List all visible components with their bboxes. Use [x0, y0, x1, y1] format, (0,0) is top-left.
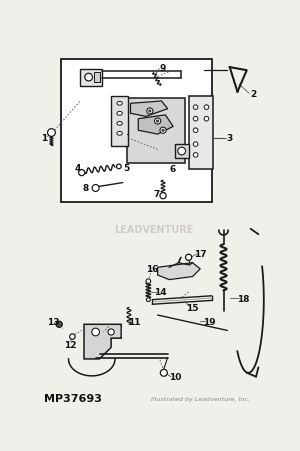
Text: 18: 18	[237, 294, 249, 303]
Circle shape	[48, 129, 55, 137]
Polygon shape	[130, 102, 168, 117]
Circle shape	[193, 143, 198, 147]
Text: 7: 7	[153, 189, 159, 198]
Polygon shape	[138, 115, 173, 135]
Circle shape	[204, 117, 209, 122]
Bar	[80, 69, 102, 87]
Text: 13: 13	[47, 317, 59, 326]
Text: 10: 10	[169, 373, 182, 381]
Text: 17: 17	[194, 249, 207, 258]
Text: 9: 9	[160, 64, 166, 73]
Circle shape	[147, 109, 153, 115]
Text: 3: 3	[226, 134, 233, 143]
Text: 1: 1	[40, 134, 47, 143]
Circle shape	[92, 185, 99, 192]
Circle shape	[108, 329, 114, 335]
Text: 8: 8	[82, 184, 89, 193]
Text: MP37693: MP37693	[44, 393, 102, 403]
Circle shape	[146, 298, 150, 302]
Circle shape	[85, 74, 92, 82]
Circle shape	[149, 110, 151, 113]
Circle shape	[70, 334, 75, 340]
Ellipse shape	[117, 112, 122, 116]
Circle shape	[204, 106, 209, 110]
Circle shape	[162, 130, 164, 132]
Circle shape	[92, 328, 100, 336]
Bar	[127, 99, 185, 164]
Bar	[175, 145, 189, 159]
Text: 5: 5	[124, 163, 130, 172]
Circle shape	[157, 120, 159, 123]
Text: 2: 2	[250, 90, 256, 99]
Bar	[189, 97, 213, 170]
Bar	[61, 60, 212, 202]
Bar	[94, 74, 100, 83]
Text: LEADVENTURE: LEADVENTURE	[114, 224, 194, 234]
Circle shape	[154, 119, 161, 125]
Text: 14: 14	[154, 288, 166, 297]
Bar	[111, 97, 128, 146]
Circle shape	[160, 369, 167, 377]
Circle shape	[56, 322, 62, 327]
Circle shape	[160, 128, 166, 134]
Circle shape	[160, 193, 166, 199]
Ellipse shape	[117, 122, 122, 126]
Text: 16: 16	[146, 265, 158, 274]
Ellipse shape	[117, 102, 122, 106]
Polygon shape	[84, 325, 121, 359]
Text: 4: 4	[75, 163, 81, 172]
Text: 12: 12	[64, 340, 76, 349]
Circle shape	[116, 165, 121, 170]
Circle shape	[193, 117, 198, 122]
Text: 15: 15	[186, 303, 199, 312]
Circle shape	[79, 170, 85, 176]
Polygon shape	[158, 263, 200, 280]
Circle shape	[178, 148, 185, 156]
Text: 11: 11	[128, 317, 141, 326]
Text: 6: 6	[170, 165, 176, 174]
Ellipse shape	[117, 132, 122, 136]
Circle shape	[193, 106, 198, 110]
Circle shape	[193, 153, 198, 158]
Text: 19: 19	[203, 317, 216, 326]
Circle shape	[185, 255, 192, 261]
Circle shape	[146, 279, 151, 284]
Circle shape	[193, 129, 198, 133]
Text: Illustrated by Leadventure, Inc.: Illustrated by Leadventure, Inc.	[151, 396, 250, 401]
